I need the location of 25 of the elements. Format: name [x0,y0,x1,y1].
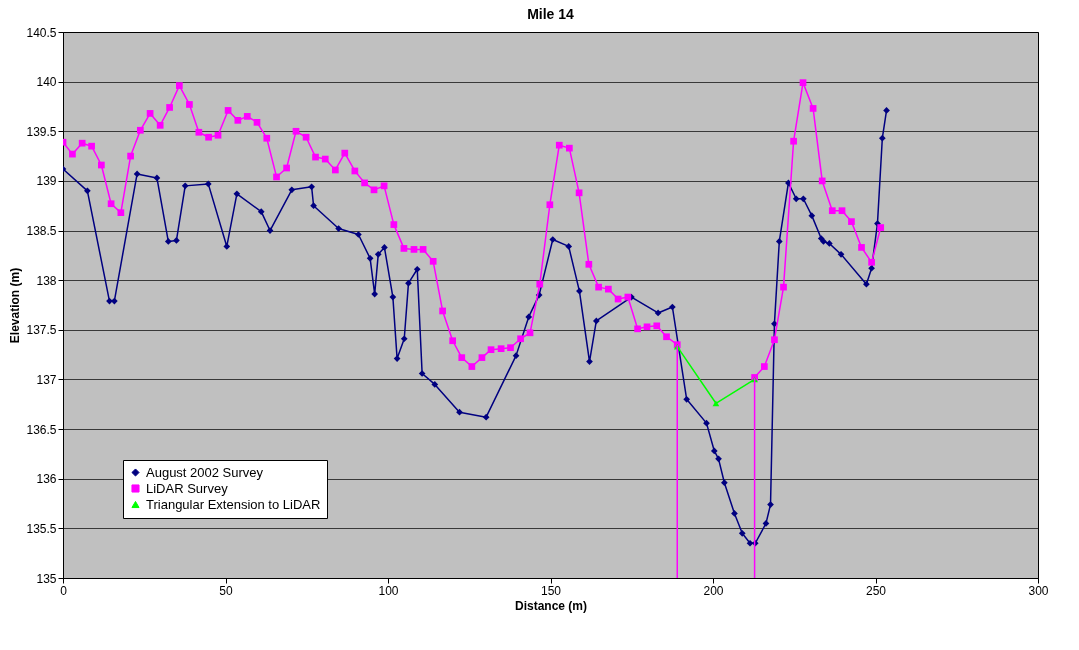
x-tick-label: 50 [219,583,233,598]
y-tick-label: 140.5 [26,25,57,40]
x-tick-label: 150 [540,583,562,598]
y-axis-title: Elevation (m) [8,267,23,344]
x-tick-label: 0 [60,583,68,598]
x-tick-label: 300 [1028,583,1049,598]
y-tick-label: 135 [36,571,57,586]
x-tick-label: 100 [378,583,399,598]
y-tick-label: 135.5 [26,521,57,536]
x-tick-label: 250 [865,583,887,598]
y-tick-label: 136 [36,472,57,487]
legend-label: LiDAR Survey [146,480,229,496]
y-tick-label: 139 [36,174,57,189]
x-axis-title: Distance (m) [514,598,588,613]
y-tick-label: 138 [36,273,57,288]
y-tick-label: 136.5 [26,422,57,437]
legend-label: August 2002 Survey [146,464,264,480]
y-tick-label: 139.5 [26,124,57,139]
x-tick-label: 200 [703,583,724,598]
chart-title: Mile 14 [527,6,575,22]
y-tick-label: 140 [36,75,57,90]
y-tick-label: 137 [36,372,57,387]
y-tick-label: 138.5 [26,224,57,239]
y-tick-label: 137.5 [26,323,57,338]
legend-label: Triangular Extension to LiDAR [146,496,321,512]
